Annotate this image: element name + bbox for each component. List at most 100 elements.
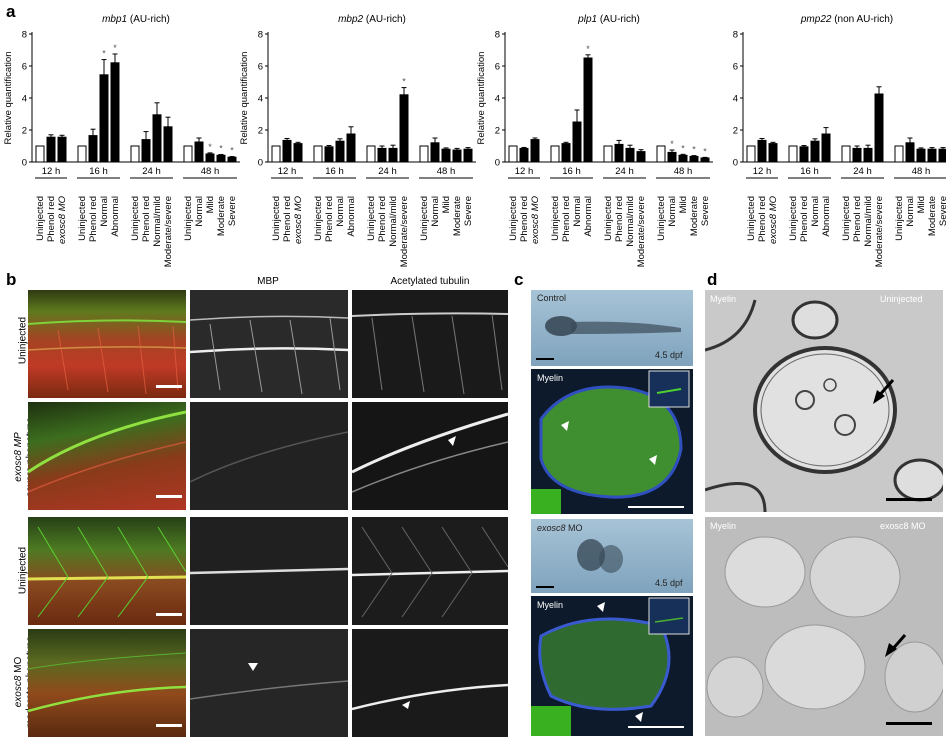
chart-yticklabel-2-0: 0 (495, 158, 500, 169)
row-label-severe-gene: exosc8 MP (13, 432, 24, 482)
chart-title-gene-0: mbp1 (102, 14, 127, 25)
star-0-1-2: * (102, 49, 106, 59)
catlabel-3-3-3: Moderate (927, 196, 938, 236)
scale-bar-b3 (156, 613, 182, 616)
catlabel-0-2-0: Uninjected (130, 196, 141, 241)
bar-0-2-0 (130, 145, 140, 163)
em-bottom-myelin-label: Myelin (710, 521, 737, 531)
catlabel-1-1-1: Phenol red (324, 196, 335, 242)
bar-1-3-4 (463, 148, 473, 163)
mo-embryo-image (531, 519, 693, 593)
catlabel-3-2-2: Normal/mild (863, 196, 874, 247)
catlabel-0-3-0: Uninjected (183, 196, 194, 241)
bar-3-0-0 (746, 145, 756, 163)
group-label-3-2: 24 h (853, 166, 872, 177)
bar-0-0-1 (46, 136, 56, 163)
catlabel-0-2-3: Moderate/severe (163, 196, 174, 267)
control-label: Control (537, 293, 567, 303)
catlabel-2-2-1: Phenol red (614, 196, 625, 242)
bar-2-3-1 (667, 151, 677, 163)
bar-2-1-3 (583, 57, 593, 163)
bar-2-2-0 (603, 145, 613, 163)
star-0-1-3: * (113, 43, 117, 53)
bar-3-1-2 (810, 140, 820, 163)
group-label-2-2: 24 h (615, 166, 634, 177)
catlabel-1-1-3: Abnormal (346, 196, 357, 237)
group-label-3-1: 16 h (800, 166, 819, 177)
catlabel-1-1-2: Normal (335, 196, 346, 227)
merge-image-severe (28, 402, 186, 510)
bar-2-0-0 (508, 145, 518, 163)
tub-image-uninjected-2 (352, 517, 508, 625)
bar-1-3-0 (419, 145, 429, 163)
scale-bar-c4 (628, 726, 684, 728)
chart-title-1: mbp2 (AU-rich) (338, 14, 406, 25)
bar-3-2-0 (841, 145, 851, 163)
catlabel-1-0-2: exosc8 MO (293, 195, 304, 244)
chart-yticklabel-1-6: 6 (258, 62, 263, 73)
panel-c-letter: c (514, 270, 524, 289)
tub-lines-3 (352, 526, 508, 618)
group-label-1-1: 16 h (325, 166, 344, 177)
catlabel-0-0-1: Phenol red (46, 196, 57, 242)
catlabel-1-2-1: Phenol red (377, 196, 388, 242)
bar-0-3-2 (205, 153, 215, 163)
catlabel-1-3-3: Moderate (452, 196, 463, 236)
catlabel-0-0-0: Uninjected (35, 196, 46, 241)
mo-myelin-image (531, 596, 693, 736)
catlabel-2-3-0: Uninjected (656, 196, 667, 241)
catlabel-3-3-4: Severe (938, 196, 946, 226)
mbp-lines-1 (190, 315, 348, 395)
merge-lines-4 (28, 652, 186, 713)
chart-ylabel-1: Relative quantification (239, 52, 250, 145)
star-2-3-1: * (670, 139, 674, 149)
bar-1-0-2 (293, 143, 303, 163)
group-label-0-3: 48 h (201, 166, 220, 177)
star-2-3-3: * (692, 145, 696, 155)
catlabel-3-3-2: Mild (916, 196, 927, 213)
chart-title-3: pmp22 (non AU-rich) (800, 14, 893, 25)
scale-bar-b2 (156, 495, 182, 498)
group-label-0-0: 12 h (42, 166, 61, 177)
control-myelin-shape (531, 370, 690, 514)
bar-0-2-3 (163, 126, 173, 163)
bar-0-3-1 (194, 141, 204, 163)
chart-yticklabel-0-2: 2 (22, 126, 27, 137)
catlabel-2-1-2: Normal (572, 196, 583, 227)
em-image-uninjected (705, 290, 943, 512)
mo-myelin-label: Myelin (537, 600, 564, 610)
chart-title-note-3: (non AU-rich) (831, 14, 893, 25)
bar-2-2-1 (614, 143, 624, 163)
catlabel-3-1-1: Phenol red (799, 196, 810, 242)
chart-yticklabel-0-0: 0 (22, 158, 27, 169)
bar-0-1-2 (99, 74, 109, 163)
mo-myelin-shape (531, 597, 690, 736)
bar-3-1-1 (799, 146, 809, 163)
mbp-lines-3 (190, 567, 348, 575)
merge-image-uninjected-1 (28, 290, 186, 398)
chart-yticklabel-3-0: 0 (733, 158, 738, 169)
scale-bar-c1 (536, 358, 554, 360)
scale-bar-d1 (886, 498, 932, 501)
chart-yticklabel-1-0: 0 (258, 158, 263, 169)
catlabel-2-0-2: exosc8 MO (530, 195, 541, 244)
control-embryo-image (531, 290, 693, 366)
group-label-0-2: 24 h (142, 166, 161, 177)
bar-2-2-2 (625, 147, 635, 163)
catlabel-2-1-0: Uninjected (550, 196, 561, 241)
group-label-2-1: 16 h (562, 166, 581, 177)
catlabel-0-2-1: Phenol red (141, 196, 152, 242)
bar-3-0-1 (757, 139, 767, 163)
catlabel-1-3-2: Mild (441, 196, 452, 213)
bar-1-3-3 (452, 149, 462, 163)
tub-lines-2 (352, 412, 508, 493)
col-header-mbp: MBP (257, 276, 279, 287)
bar-2-1-1 (561, 143, 571, 163)
bar-0-1-3 (110, 62, 120, 163)
row-label-moderate-mo: MO (13, 656, 24, 676)
chart-title-note-2: (AU-rich) (597, 14, 640, 25)
chart-yticklabel-3-4: 4 (733, 94, 738, 105)
catlabel-3-0-0: Uninjected (746, 196, 757, 241)
bar-1-2-0 (366, 145, 376, 163)
catlabel-2-3-4: Severe (700, 196, 711, 226)
